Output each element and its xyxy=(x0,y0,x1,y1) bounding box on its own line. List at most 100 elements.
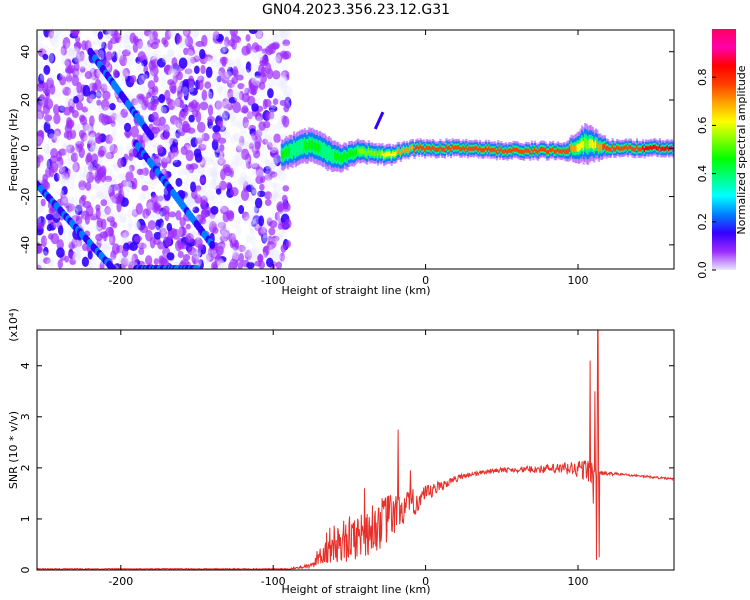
noise-blob xyxy=(87,164,96,172)
noise-blob xyxy=(95,233,103,242)
noise-blob xyxy=(211,171,218,183)
noise-blob xyxy=(268,140,275,148)
noise-blob xyxy=(275,54,281,62)
noise-blob xyxy=(241,69,251,76)
noise-blob xyxy=(247,95,256,107)
noise-blob xyxy=(159,106,167,115)
noise-blob xyxy=(203,76,211,83)
noise-blob xyxy=(125,171,134,183)
noise-blob xyxy=(111,51,118,63)
signal-cell xyxy=(468,146,471,151)
noise-blob xyxy=(89,115,95,127)
signal-cell xyxy=(617,146,620,151)
noise-blob xyxy=(275,52,283,64)
noise-blob xyxy=(126,45,133,53)
noise-blob xyxy=(238,64,245,77)
noise-blob xyxy=(130,98,139,106)
noise-blob xyxy=(209,152,218,165)
noise-blob xyxy=(72,163,79,172)
noise-blob xyxy=(218,111,226,118)
noise-blob xyxy=(271,30,279,40)
y-tick-label: 20 xyxy=(19,93,32,107)
noise-blob xyxy=(268,244,277,256)
y-tick-label: 3 xyxy=(19,413,32,420)
noise-blob xyxy=(70,46,79,54)
noise-blob xyxy=(190,181,197,193)
signal-cell xyxy=(320,144,323,154)
signal-cell xyxy=(599,143,602,150)
noise-blob xyxy=(226,59,233,68)
noise-blob xyxy=(115,49,124,61)
signal-cell xyxy=(375,150,378,156)
noise-blob xyxy=(130,157,137,165)
noise-blob xyxy=(133,98,142,106)
noise-blob xyxy=(272,98,279,105)
noise-blob xyxy=(264,191,273,200)
noise-blob xyxy=(74,248,80,258)
noise-blob xyxy=(223,229,230,239)
noise-blob xyxy=(205,189,215,201)
noise-blob xyxy=(270,249,279,256)
noise-blob xyxy=(146,101,155,111)
noise-blob xyxy=(191,99,198,110)
signal-cell xyxy=(314,142,317,152)
signal-cell xyxy=(485,145,488,151)
signal-cell xyxy=(376,152,380,158)
noise-blob xyxy=(198,166,205,174)
noise-blob xyxy=(135,203,143,215)
signal-cell xyxy=(616,145,619,150)
noise-blob xyxy=(220,230,228,238)
noise-blob xyxy=(180,82,190,95)
noise-blob xyxy=(223,71,232,80)
noise-blob xyxy=(82,171,89,180)
noise-blob xyxy=(189,200,196,212)
noise-blob xyxy=(120,230,130,238)
noise-blob xyxy=(160,221,168,234)
noise-blob xyxy=(71,110,79,119)
signal-cell xyxy=(448,145,451,150)
signal-cell xyxy=(425,145,428,150)
signal-cell xyxy=(605,146,608,152)
noise-blob xyxy=(137,38,143,50)
signal-cell xyxy=(312,141,316,151)
noise-blob xyxy=(211,139,219,151)
noise-blob xyxy=(275,250,282,261)
noise-blob xyxy=(60,177,70,189)
noise-blob xyxy=(156,58,166,68)
noise-blob xyxy=(102,191,109,200)
noise-blob xyxy=(264,179,273,187)
noise-blob xyxy=(274,211,280,222)
noise-blob xyxy=(101,124,111,131)
signal-cell xyxy=(355,148,358,155)
signal-cell xyxy=(529,150,532,155)
noise-blob xyxy=(96,99,102,106)
colorbar-label: Normalized spectral amplitude xyxy=(735,65,748,234)
noise-blob xyxy=(49,155,58,164)
signal-cell xyxy=(550,148,553,153)
noise-blob xyxy=(251,219,257,227)
signal-cell xyxy=(439,145,442,150)
noise-blob xyxy=(55,30,63,36)
noise-blob xyxy=(184,168,192,178)
signal-cell xyxy=(433,146,436,151)
noise-blob xyxy=(68,203,75,212)
noise-blob xyxy=(217,258,225,269)
signal-cell xyxy=(582,141,585,151)
colorbar: 0.0 0.2 0.4 0.6 0.8 Normalized spectral ampl… xyxy=(696,29,748,279)
noise-blob xyxy=(148,33,155,44)
noise-blob xyxy=(248,30,258,35)
noise-blob xyxy=(164,30,172,40)
noise-blob xyxy=(218,180,227,191)
signal-cell xyxy=(286,149,290,158)
signal-cell xyxy=(613,147,616,152)
signal-cell xyxy=(489,148,492,153)
noise-blob xyxy=(72,95,79,104)
noise-blob xyxy=(145,229,153,242)
noise-blob xyxy=(183,136,192,143)
noise-blob xyxy=(269,147,279,159)
noise-blob xyxy=(84,136,92,145)
noise-blob xyxy=(268,111,275,123)
colorbar-ticks: 0.0 0.2 0.4 0.6 0.8 xyxy=(696,68,716,279)
noise-blob xyxy=(123,165,132,173)
noise-blob xyxy=(226,57,234,67)
